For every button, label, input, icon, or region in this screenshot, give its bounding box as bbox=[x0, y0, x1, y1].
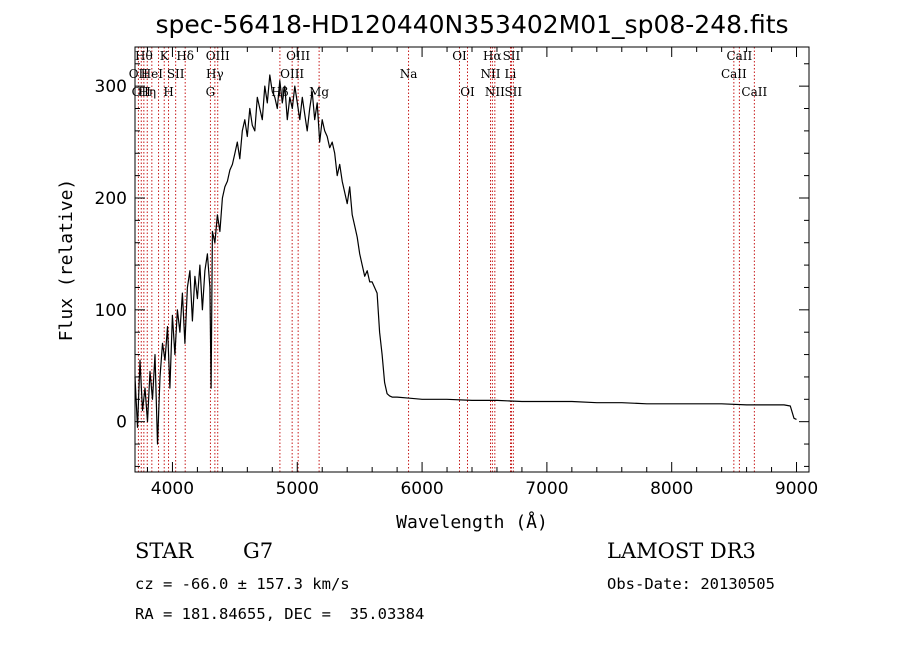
observation-date: Obs-Date: 20130505 bbox=[607, 575, 775, 593]
x-tick-label: 7000 bbox=[525, 479, 568, 499]
spectral-line-label: NII bbox=[480, 67, 500, 81]
spectral-line-label: OIII bbox=[206, 49, 230, 63]
spectral-line-label: K bbox=[160, 49, 170, 63]
spectral-line-label: Na bbox=[400, 67, 418, 81]
spectral-line-label: SII bbox=[167, 67, 185, 81]
spectral-line-label: OI bbox=[460, 85, 475, 99]
x-tick-label: 8000 bbox=[650, 479, 693, 499]
spectral-line-label: HeI bbox=[141, 67, 164, 81]
spectral-line-label: CaII bbox=[726, 49, 752, 63]
spectral-line-label: SII bbox=[504, 85, 522, 99]
x-tick-label: 6000 bbox=[400, 479, 443, 499]
spectrum-line bbox=[135, 75, 797, 444]
spectral-line-label: G bbox=[206, 85, 216, 99]
spectral-line-label: OIII bbox=[286, 49, 310, 63]
y-tick-label: 200 bbox=[95, 189, 127, 209]
spectral-line-label: SII bbox=[503, 49, 521, 63]
x-axis-label: Wavelength (Å) bbox=[396, 511, 548, 533]
y-tick-label: 0 bbox=[116, 413, 127, 433]
spectral-line-label: Hα bbox=[483, 49, 502, 63]
survey-name: LAMOST DR3 bbox=[607, 539, 756, 563]
spectral-line-label: OI bbox=[452, 49, 467, 63]
spectral-line-label: Li bbox=[505, 67, 517, 81]
x-axis-ticks: 4000 5000 6000 7000 8000 9000 bbox=[147, 47, 818, 499]
ra-dec: RA = 181.84655, DEC = 35.03384 bbox=[135, 605, 424, 623]
y-tick-label: 100 bbox=[95, 301, 127, 321]
y-tick-label: 300 bbox=[95, 77, 127, 97]
spectral-line-label: Hη bbox=[138, 85, 156, 99]
spectral-line-label: Hθ bbox=[135, 49, 153, 63]
y-axis-label: Flux (relative) bbox=[56, 179, 77, 342]
spectral-line-label: CaII bbox=[741, 85, 767, 99]
spectral-line-label: NII bbox=[485, 85, 505, 99]
spectral-line-label: Hδ bbox=[176, 49, 194, 63]
plot-frame bbox=[135, 47, 809, 472]
spectral-line-label: CaII bbox=[721, 67, 747, 81]
chart-title: spec-56418-HD120440N353402M01_sp08-248.f… bbox=[155, 10, 788, 39]
x-tick-label: 5000 bbox=[276, 479, 319, 499]
redshift-cz: cz = -66.0 ± 157.3 km/s bbox=[135, 575, 350, 593]
spectral-line-label: Hγ bbox=[206, 67, 224, 81]
x-tick-label: 4000 bbox=[151, 479, 194, 499]
spectral-line-markers bbox=[138, 47, 754, 472]
x-tick-label: 9000 bbox=[775, 479, 818, 499]
spectral-line-label: H bbox=[163, 85, 173, 99]
spectral-line-label: OIII bbox=[280, 67, 304, 81]
object-subclass: G7 bbox=[243, 539, 273, 563]
object-class: STAR bbox=[135, 539, 193, 563]
y-axis-ticks: 0 100 200 300 bbox=[95, 64, 809, 467]
